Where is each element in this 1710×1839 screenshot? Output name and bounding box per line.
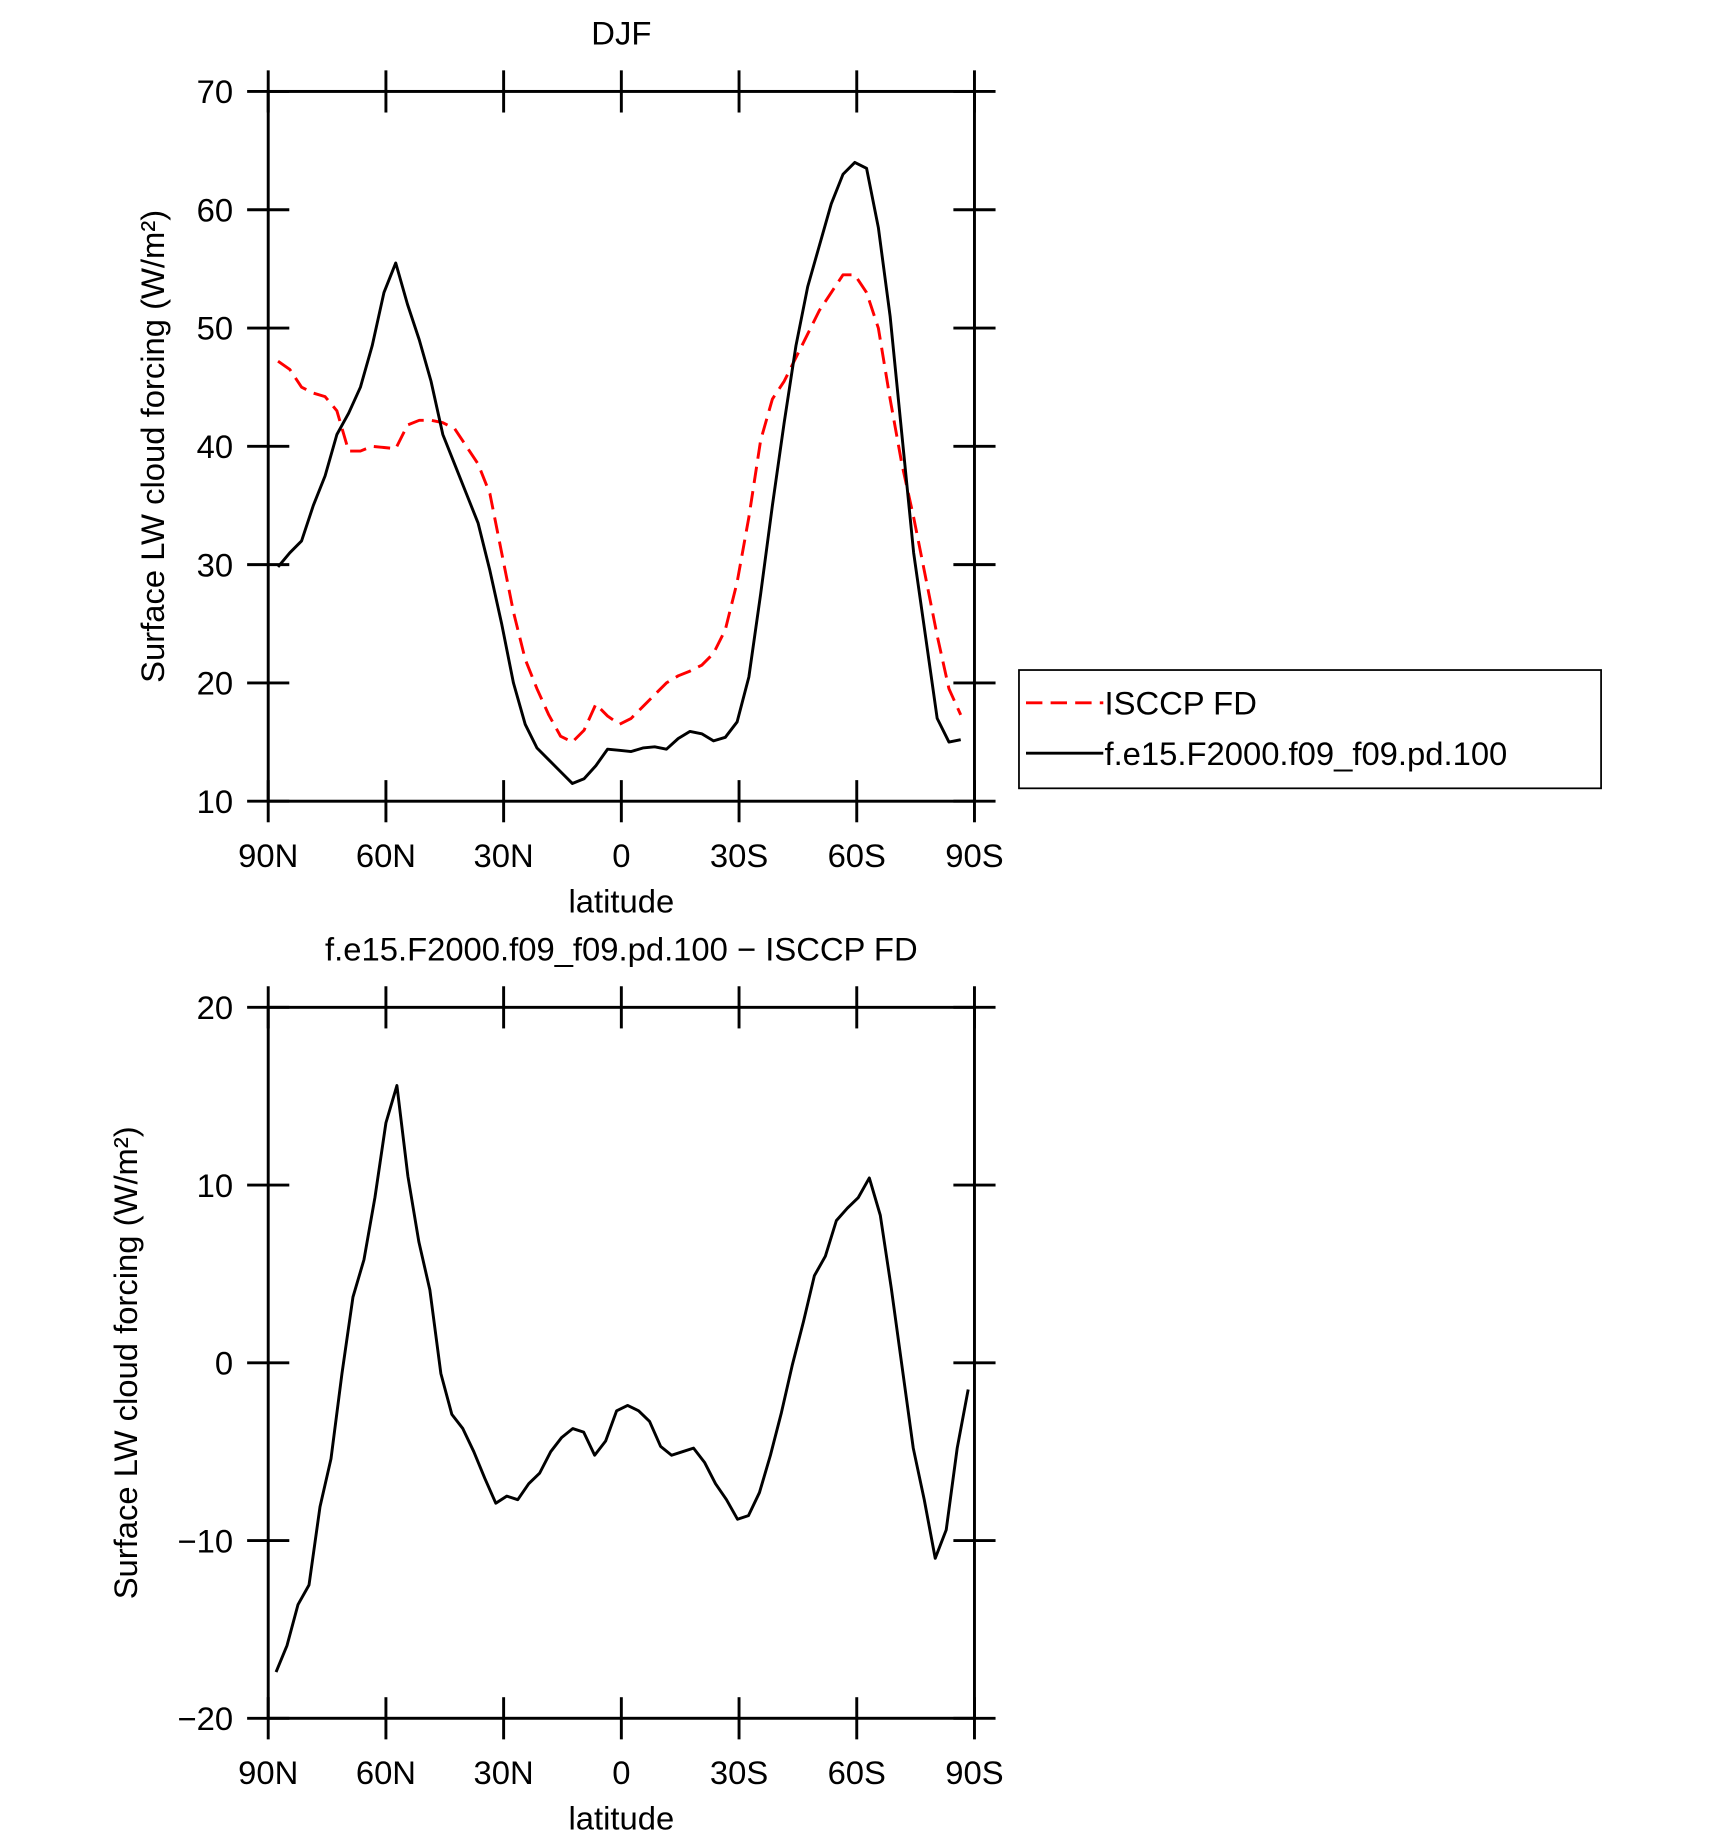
data-line [274, 1084, 970, 1673]
y-tick-label: −20 [177, 1700, 233, 1737]
x-tick-label: 60S [828, 837, 886, 874]
legend-label: f.e15.F2000.f09_f09.pd.100 [1104, 735, 1507, 772]
x-tick-label: 60S [828, 1754, 886, 1791]
y-tick-label: 0 [215, 1345, 233, 1382]
y-tick-label: 60 [197, 191, 233, 228]
x-tick-label: 90S [945, 837, 1003, 874]
x-axis-label: latitude [568, 882, 674, 919]
y-tick-label: 10 [197, 1167, 233, 1204]
y-tick-label: 10 [197, 783, 233, 820]
y-tick-label: 30 [197, 546, 233, 583]
data-line [277, 273, 963, 744]
plot-frame [266, 1005, 976, 1720]
legend-label: ISCCP FD [1104, 685, 1256, 722]
x-axis-label: latitude [568, 1800, 674, 1837]
x-tick-label: 90S [945, 1754, 1003, 1791]
data-line [276, 160, 962, 785]
x-tick-label: 30N [474, 837, 534, 874]
y-axis-label: Surface LW cloud forcing (W/m²) [107, 1126, 144, 1599]
x-tick-label: 0 [612, 837, 630, 874]
y-tick-label: −10 [177, 1522, 233, 1559]
x-tick-label: 90N [238, 1754, 298, 1791]
x-tick-label: 30S [710, 837, 768, 874]
y-axis-label: Surface LW cloud forcing (W/m²) [134, 210, 171, 683]
x-tick-label: 30S [710, 1754, 768, 1791]
y-tick-label: 70 [197, 73, 233, 110]
x-tick-label: 90N [238, 837, 298, 874]
y-tick-label: 20 [197, 989, 233, 1026]
chart-title: DJF [591, 15, 651, 52]
legend-box [1018, 669, 1602, 790]
y-tick-label: 50 [197, 310, 233, 347]
x-tick-label: 60N [356, 1754, 416, 1791]
x-tick-label: 0 [612, 1754, 630, 1791]
y-tick-label: 40 [197, 428, 233, 465]
x-tick-label: 60N [356, 837, 416, 874]
y-tick-label: 20 [197, 665, 233, 702]
chart-title: f.e15.F2000.f09_f09.pd.100 − ISCCP FD [325, 930, 918, 967]
x-tick-label: 30N [474, 1754, 534, 1791]
